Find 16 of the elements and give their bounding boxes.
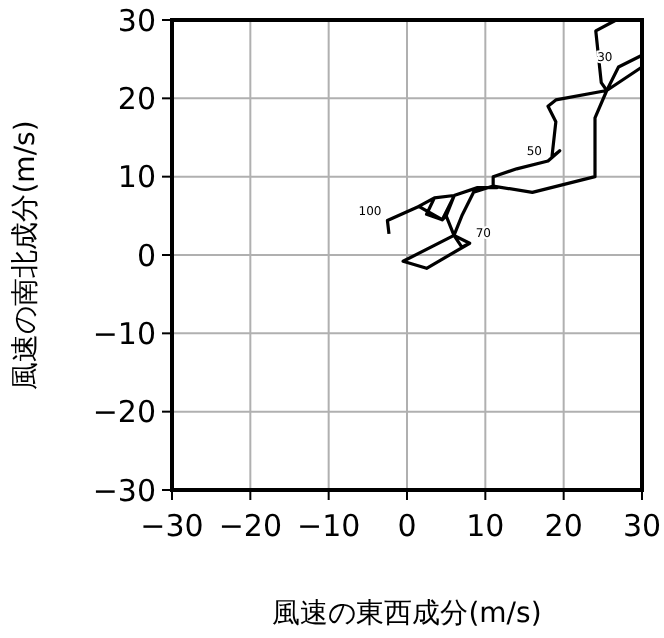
y-tick-label: −30 xyxy=(92,472,156,509)
y-tick-label: 10 xyxy=(117,159,156,196)
y-tick-label: −20 xyxy=(92,394,156,431)
x-tick-label: −20 xyxy=(218,508,282,544)
x-tick-label: −30 xyxy=(140,508,204,544)
x-tick-label: 0 xyxy=(397,508,417,544)
x-tick-label: 20 xyxy=(544,508,583,544)
y-tick-label: 20 xyxy=(117,80,156,117)
x-tick-label: 10 xyxy=(466,508,505,544)
x-tick-label: 30 xyxy=(622,508,662,544)
y-axis-title: 風速の南北成分(m/s) xyxy=(10,120,42,390)
y-tick-label: −10 xyxy=(92,315,156,352)
x-axis-title: 風速の東西成分(m/s) xyxy=(272,598,542,630)
y-tick-label: 0 xyxy=(136,237,156,274)
y-tick-label: 30 xyxy=(117,2,156,39)
x-tick-label: −10 xyxy=(297,508,361,544)
